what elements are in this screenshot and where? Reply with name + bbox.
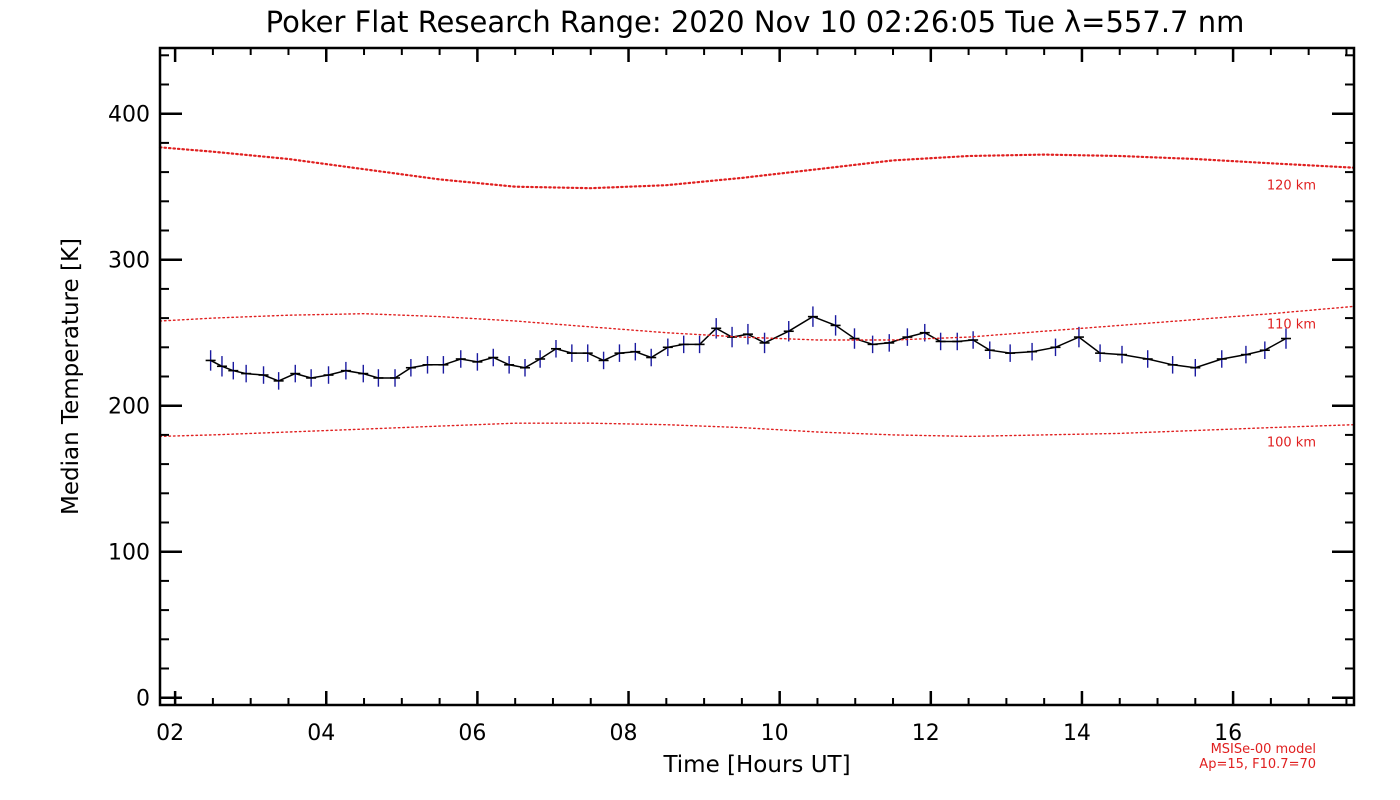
series-layer: 120 km 110 km 100 km xyxy=(158,146,1356,451)
x-axis-label: Time [Hours UT] xyxy=(662,752,850,778)
model-curve-label: 120 km xyxy=(1267,179,1316,194)
model-curve-100-km xyxy=(159,422,1355,438)
x-tick-label: 08 xyxy=(610,721,638,746)
x-tick-label: 06 xyxy=(458,721,486,746)
model-note-line-2: Ap=15, F10.7=70 xyxy=(1199,757,1316,772)
y-tick-label: 200 xyxy=(108,395,150,420)
axis-ticks: 02 04 06 08 10 12 14 16 0 100 200 300 400 xyxy=(108,48,1354,746)
y-tick-label: 100 xyxy=(108,541,150,566)
x-tick-label: 12 xyxy=(912,721,940,746)
x-tick-label: 04 xyxy=(307,721,335,746)
model-curve-label: 100 km xyxy=(1267,436,1316,451)
y-tick-label: 300 xyxy=(108,249,150,274)
model-note-line-1: MSISe-00 model xyxy=(1211,742,1316,757)
model-curve-110-km xyxy=(159,305,1355,341)
y-tick-label: 400 xyxy=(108,103,150,128)
x-tick-label: 10 xyxy=(761,721,789,746)
model-curve-label: 110 km xyxy=(1267,317,1316,332)
model-curve-120-km xyxy=(158,146,1356,190)
y-tick-label: 0 xyxy=(136,687,150,712)
y-axis-label: Median Temperature [K] xyxy=(58,238,84,515)
x-tick-label: 16 xyxy=(1214,721,1242,746)
x-tick-label: 02 xyxy=(156,721,184,746)
chart-title: Poker Flat Research Range: 2020 Nov 10 0… xyxy=(266,5,1245,39)
x-tick-label: 14 xyxy=(1063,721,1091,746)
plot-frame xyxy=(158,46,1356,707)
